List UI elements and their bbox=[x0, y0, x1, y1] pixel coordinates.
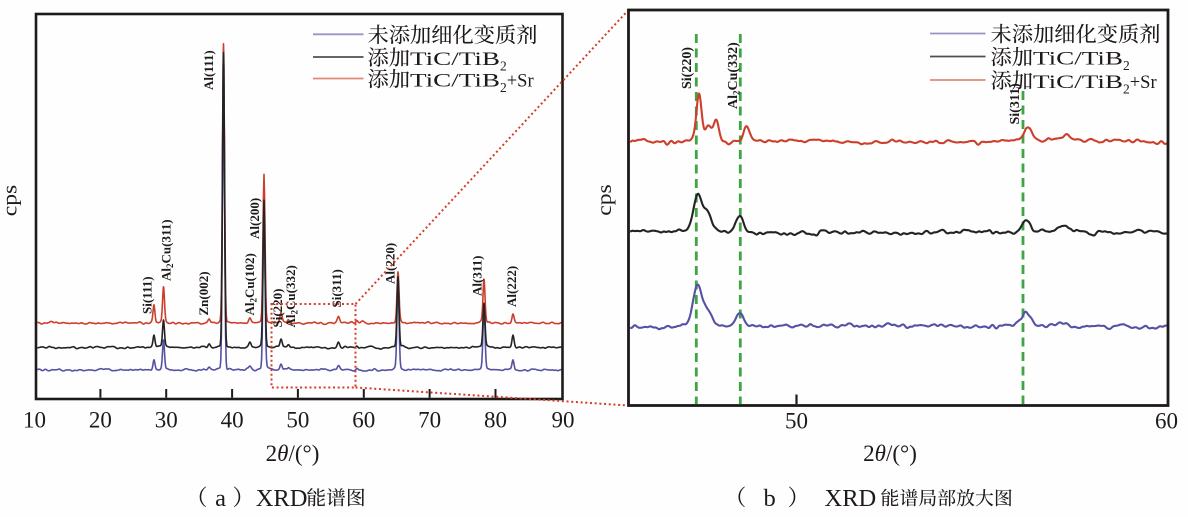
svg-text:TiC/TiB2+Sr: TiC/TiB2+Sr bbox=[1033, 73, 1157, 97]
svg-text:Al(111): Al(111) bbox=[201, 50, 216, 90]
svg-text:TiC/TiB2: TiC/TiB2 bbox=[1033, 50, 1130, 74]
svg-text:TiC/TiB2: TiC/TiB2 bbox=[410, 50, 507, 74]
svg-text:Al2Cu(332): Al2Cu(332) bbox=[283, 265, 300, 327]
svg-text:cps: cps bbox=[0, 185, 22, 217]
svg-text:Si(311): Si(311) bbox=[329, 269, 344, 307]
svg-text:90: 90 bbox=[552, 408, 575, 433]
svg-text:20: 20 bbox=[89, 408, 112, 433]
svg-text:30: 30 bbox=[155, 408, 178, 433]
svg-text:10: 10 bbox=[23, 408, 46, 433]
svg-text:60: 60 bbox=[1155, 409, 1178, 434]
svg-text:XRD: XRD bbox=[825, 485, 877, 512]
svg-text:Al2Cu(102): Al2Cu(102) bbox=[242, 253, 259, 315]
svg-text:Si(311): Si(311) bbox=[1008, 83, 1023, 125]
svg-text:Si(220): Si(220) bbox=[270, 289, 285, 328]
svg-text:b: b bbox=[764, 485, 776, 512]
svg-text:2θ/(°): 2θ/(°) bbox=[863, 441, 917, 466]
svg-text:40: 40 bbox=[221, 408, 244, 433]
svg-text:Si(111): Si(111) bbox=[140, 276, 155, 314]
svg-text:Al(220): Al(220) bbox=[383, 243, 398, 284]
svg-text:60: 60 bbox=[352, 408, 375, 433]
svg-text:50: 50 bbox=[286, 408, 309, 433]
svg-text:TiC/TiB2+Sr: TiC/TiB2+Sr bbox=[410, 72, 534, 96]
svg-text:50: 50 bbox=[785, 409, 808, 434]
svg-text:Al(222): Al(222) bbox=[504, 266, 519, 307]
svg-text:80: 80 bbox=[484, 408, 507, 433]
svg-text:Si(220): Si(220) bbox=[680, 47, 695, 89]
svg-text:XRD: XRD bbox=[256, 485, 308, 512]
svg-text:Al2Cu(332): Al2Cu(332) bbox=[726, 42, 742, 109]
svg-text:2θ/(°): 2θ/(°) bbox=[266, 441, 320, 466]
svg-text:cps: cps bbox=[594, 184, 616, 216]
svg-text:Al(200): Al(200) bbox=[247, 198, 262, 239]
svg-text:Al2Cu(311): Al2Cu(311) bbox=[159, 219, 176, 281]
svg-text:70: 70 bbox=[418, 408, 441, 433]
svg-text:Al(311): Al(311) bbox=[470, 256, 485, 296]
svg-text:a: a bbox=[215, 485, 226, 512]
svg-text:Zn(002): Zn(002) bbox=[196, 271, 211, 315]
